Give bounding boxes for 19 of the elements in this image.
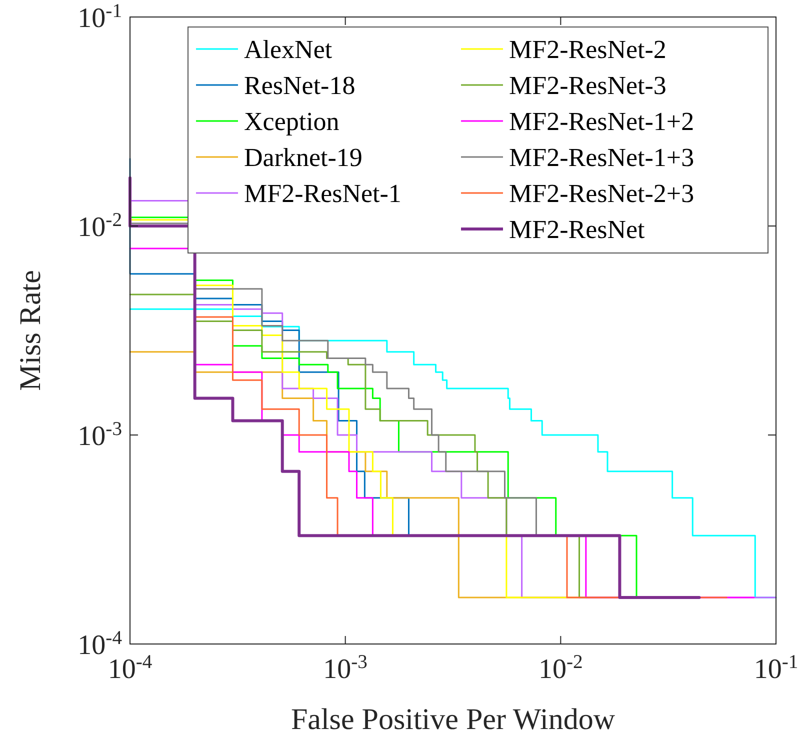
x-tick-label: 10$^{-1}$	[754, 652, 798, 685]
y-tick-label: 10$^{-1}$	[78, 0, 122, 34]
legend-label: MF2-ResNet-2	[509, 35, 666, 64]
y-tick-label: 10$^{-3}$	[78, 418, 122, 452]
legend-label: MF2-ResNet-1	[244, 179, 402, 208]
legend-label: MF2-ResNet-3	[509, 71, 666, 100]
legend-label: MF2-ResNet	[509, 215, 646, 244]
x-axis-title: False Positive Per Window	[290, 703, 616, 736]
x-tick-label: 10$^{-2}$	[538, 652, 583, 685]
legend-label: MF2-ResNet-1+2	[509, 107, 694, 136]
x-tick-label: 10$^{-3}$	[323, 652, 368, 685]
legend-label: AlexNet	[244, 35, 333, 64]
legend-label: Xception	[244, 107, 340, 136]
legend-label: ResNet-18	[244, 71, 356, 100]
y-axis-title: Miss Rate	[14, 270, 47, 391]
y-tick-label: 10$^{-2}$	[78, 210, 122, 243]
legend-label: MF2-ResNet-2+3	[509, 179, 694, 208]
legend-label: MF2-ResNet-1+3	[509, 143, 694, 172]
legend-label: Darknet-19	[244, 143, 362, 172]
